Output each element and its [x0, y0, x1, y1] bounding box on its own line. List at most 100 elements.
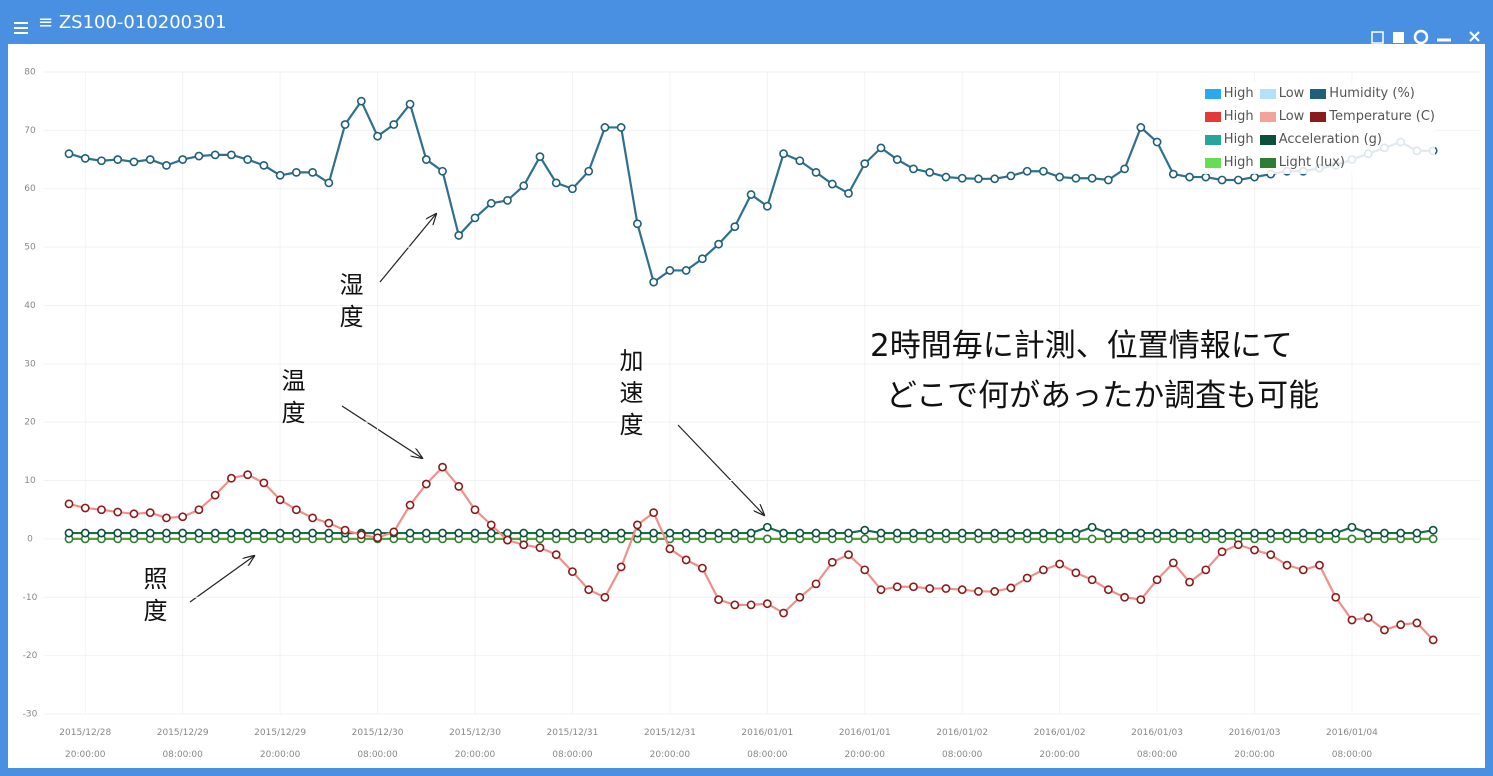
point — [1006, 528, 1016, 538]
menu-icon[interactable] — [14, 22, 28, 34]
point — [1071, 568, 1081, 578]
point — [291, 505, 301, 515]
point — [860, 565, 870, 575]
point — [551, 550, 561, 560]
point — [1363, 613, 1373, 623]
point — [1022, 528, 1032, 538]
point — [876, 143, 886, 153]
x-tick-label: 2015/12/29 08:00:00 — [156, 728, 209, 760]
point — [486, 520, 496, 530]
legend-label: High — [1223, 155, 1254, 170]
point — [178, 155, 188, 164]
point — [356, 96, 366, 106]
y-tick-label: 20 — [24, 418, 36, 428]
point — [600, 123, 610, 132]
y-tick-label: -10 — [23, 593, 38, 603]
point — [1233, 540, 1243, 550]
point — [162, 160, 171, 170]
point — [1136, 528, 1146, 538]
point — [1201, 528, 1211, 538]
x-tick-label: 2016/01/01 20:00:00 — [838, 728, 891, 760]
x-tick-label: 2016/01/01 08:00:00 — [741, 728, 794, 760]
point — [438, 166, 447, 176]
legend-swatch — [1204, 157, 1221, 168]
point — [746, 190, 756, 199]
point — [909, 164, 918, 174]
legend-label[interactable]: Acceleration (g) — [1278, 132, 1382, 147]
y-tick-label: 50 — [24, 243, 36, 253]
point — [1039, 166, 1048, 176]
y-tick-label: 80 — [24, 68, 36, 78]
point — [145, 528, 155, 538]
point — [1331, 592, 1341, 602]
point — [1168, 558, 1178, 568]
point — [80, 503, 90, 513]
point — [1039, 565, 1048, 575]
point — [730, 600, 740, 610]
point — [827, 557, 837, 567]
point — [1250, 172, 1259, 182]
point — [1380, 625, 1389, 635]
point — [892, 528, 902, 538]
legend: High Low Humidity (%) High Low Temperature (C… — [1198, 82, 1435, 174]
point — [291, 528, 301, 538]
close-icon[interactable] — [1469, 31, 1480, 42]
point — [746, 600, 756, 610]
x-tick-label: 2015/12/30 20:00:00 — [449, 728, 501, 760]
copy-icon[interactable] — [1371, 31, 1384, 44]
point — [1168, 169, 1178, 179]
point — [568, 184, 577, 194]
point — [925, 584, 935, 593]
x-tick-label: 2015/12/30 08:00:00 — [351, 728, 404, 760]
point — [1152, 528, 1162, 538]
point — [551, 528, 561, 538]
point — [275, 170, 285, 180]
point — [1022, 573, 1032, 583]
x-tick-label: 2016/01/02 20:00:00 — [1033, 728, 1086, 760]
annotation: どこで何があったか調査も可能 — [886, 378, 1320, 414]
point — [1120, 592, 1129, 602]
point — [1331, 528, 1341, 538]
point — [129, 528, 139, 538]
calendar-icon[interactable] — [1393, 32, 1404, 43]
point — [145, 155, 155, 164]
point — [665, 528, 675, 538]
x-tick-label: 2015/12/28 20:00:00 — [59, 728, 112, 760]
point — [389, 527, 399, 537]
point — [941, 584, 951, 593]
point — [730, 222, 740, 232]
point — [259, 160, 269, 170]
point — [941, 528, 951, 538]
legend-row: High Low Humidity (%) — [1199, 82, 1435, 105]
point — [665, 266, 675, 275]
point — [1428, 525, 1438, 535]
point — [876, 585, 886, 595]
point — [1315, 560, 1324, 570]
refresh-icon[interactable] — [1413, 29, 1429, 45]
point — [1055, 172, 1065, 182]
legend-label: High — [1223, 109, 1254, 124]
point — [503, 195, 512, 205]
point — [80, 528, 90, 538]
point — [97, 505, 106, 515]
point — [1022, 166, 1032, 176]
point — [1168, 528, 1178, 538]
legend-label[interactable]: Humidity (%) — [1329, 86, 1415, 101]
point — [340, 120, 350, 129]
point — [259, 528, 269, 538]
point — [1412, 528, 1422, 538]
legend-swatch — [1310, 88, 1327, 99]
legend-label[interactable]: Light (lux) — [1278, 155, 1345, 170]
point — [600, 528, 610, 538]
point — [633, 520, 642, 530]
legend-label[interactable]: Temperature (C) — [1329, 109, 1435, 124]
point — [876, 528, 886, 538]
point — [324, 178, 334, 188]
point — [568, 567, 577, 576]
point — [957, 528, 967, 538]
point — [64, 149, 74, 159]
point — [389, 120, 399, 129]
point — [1136, 123, 1146, 132]
